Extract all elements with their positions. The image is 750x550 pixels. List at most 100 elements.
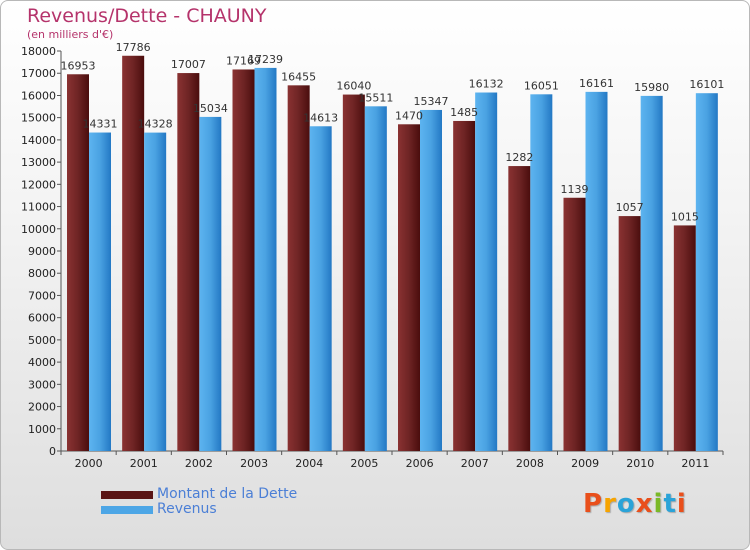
- data-label-revenus: 16132: [469, 78, 504, 91]
- x-tick-label: 2002: [185, 457, 213, 470]
- data-label-dette: 1282: [505, 151, 533, 164]
- data-label-revenus: 17239: [248, 53, 283, 66]
- x-tick-label: 2008: [516, 457, 544, 470]
- x-tick-label: 2003: [240, 457, 268, 470]
- x-tick-label: 2004: [295, 457, 323, 470]
- bar-revenus: [309, 126, 332, 452]
- data-label-dette: 16455: [281, 70, 316, 83]
- data-label-dette: 17169: [226, 54, 261, 67]
- y-tick-label: 0: [49, 445, 56, 458]
- data-label-dette: 1057: [616, 201, 644, 214]
- data-label-revenus: 14328: [138, 118, 173, 131]
- chart-data-labels: 16953 14331 17786 14328 17007 15034 1716917239…: [61, 41, 725, 224]
- bar-revenus: [199, 116, 222, 452]
- bar-dette: [398, 124, 420, 452]
- data-label-dette: 1485: [450, 106, 478, 119]
- y-tick-label: 11000: [21, 201, 56, 214]
- bar-dette: [342, 94, 365, 452]
- logo-letter: r: [603, 489, 617, 519]
- logo-letter: i: [676, 489, 687, 519]
- chart-axes: 0 1000 2000 3000 4000 5000 6000 7000 8000 9000 100…: [21, 45, 724, 470]
- legend-item-dette: Montant de la Dette: [101, 487, 297, 502]
- bar-revenus: [254, 67, 277, 452]
- x-tick-label: 2001: [130, 457, 158, 470]
- bar-dette: [67, 74, 89, 452]
- legend-label-revenus: Revenus: [157, 501, 217, 517]
- data-label-revenus: 16161: [579, 77, 614, 90]
- bar-dette: [563, 197, 586, 451]
- x-tick-label: 2007: [461, 457, 489, 470]
- bar-revenus: [364, 106, 387, 452]
- y-tick-label: 13000: [21, 156, 56, 169]
- proxiti-logo: Proxiti: [583, 489, 687, 519]
- y-tick-label: 1000: [28, 423, 56, 436]
- data-label-revenus: 16101: [689, 78, 724, 91]
- bar-dette: [508, 166, 531, 452]
- data-label-dette: 1139: [561, 183, 589, 196]
- y-tick-label: 16000: [21, 89, 56, 102]
- logo-letter: o: [616, 489, 636, 519]
- chart-legend: Montant de la Dette Revenus: [101, 487, 297, 517]
- data-label-dette: 1015: [671, 210, 699, 223]
- legend-swatch-revenus: [101, 505, 153, 514]
- data-label-revenus: 15511: [358, 91, 393, 104]
- x-tick-label: 2010: [626, 457, 654, 470]
- bar-revenus: [420, 109, 442, 451]
- legend-item-revenus: Revenus: [101, 502, 297, 517]
- y-tick-label: 15000: [21, 112, 56, 125]
- logo-letter: i: [653, 489, 664, 519]
- bar-revenus: [144, 132, 167, 451]
- data-label-revenus: 16051: [524, 79, 559, 92]
- data-label-revenus: 15980: [634, 81, 669, 94]
- bar-dette: [453, 120, 476, 451]
- y-tick-label: 12000: [21, 178, 56, 191]
- bar-dette: [287, 85, 310, 451]
- legend-label-dette: Montant de la Dette: [157, 486, 298, 502]
- y-tick-label: 3000: [28, 378, 56, 391]
- bar-revenus: [585, 91, 608, 451]
- y-tick-label: 7000: [28, 289, 56, 302]
- bar-dette: [232, 69, 255, 451]
- y-tick-label: 17000: [21, 67, 56, 80]
- y-tick-label: 2000: [28, 401, 56, 414]
- data-label-revenus: 15034: [193, 102, 228, 115]
- logo-letter: x: [635, 489, 654, 519]
- bar-dette: [122, 55, 145, 451]
- chart-bars: [67, 55, 718, 452]
- bar-revenus: [640, 95, 663, 451]
- y-tick-label: 9000: [28, 245, 56, 258]
- y-tick-label: 8000: [28, 267, 56, 280]
- data-label-dette: 16040: [336, 80, 371, 93]
- chart-subtitle: (en milliers d'€): [27, 28, 114, 41]
- y-tick-label: 18000: [21, 45, 56, 58]
- bar-revenus: [89, 132, 111, 452]
- data-label-dette: 17786: [116, 41, 151, 54]
- chart-title: Revenus/Dette - CHAUNY: [27, 5, 267, 27]
- data-label-dette: 1470: [395, 109, 423, 122]
- data-label-dette: 16953: [61, 59, 96, 72]
- bar-dette: [177, 73, 200, 452]
- legend-swatch-dette: [101, 490, 153, 499]
- bar-revenus: [695, 93, 718, 451]
- y-tick-label: 5000: [28, 334, 56, 347]
- x-tick-label: 2005: [350, 457, 378, 470]
- data-label-revenus: 14613: [303, 111, 338, 124]
- x-tick-label: 2006: [406, 457, 434, 470]
- y-tick-label: 10000: [21, 223, 56, 236]
- data-label-revenus: 14331: [83, 118, 118, 131]
- bar-dette: [618, 216, 641, 451]
- bar-revenus: [475, 92, 498, 451]
- logo-letter: t: [663, 489, 677, 519]
- y-tick-label: 14000: [21, 134, 56, 147]
- data-label-dette: 17007: [171, 58, 206, 71]
- y-tick-label: 4000: [28, 356, 56, 369]
- y-tick-label: 6000: [28, 312, 56, 325]
- bar-dette: [673, 225, 696, 451]
- bar-revenus: [530, 94, 553, 452]
- x-tick-label: 2000: [75, 457, 103, 470]
- logo-letter: P: [583, 489, 604, 519]
- x-tick-label: 2009: [571, 457, 599, 470]
- x-tick-label: 2011: [681, 457, 709, 470]
